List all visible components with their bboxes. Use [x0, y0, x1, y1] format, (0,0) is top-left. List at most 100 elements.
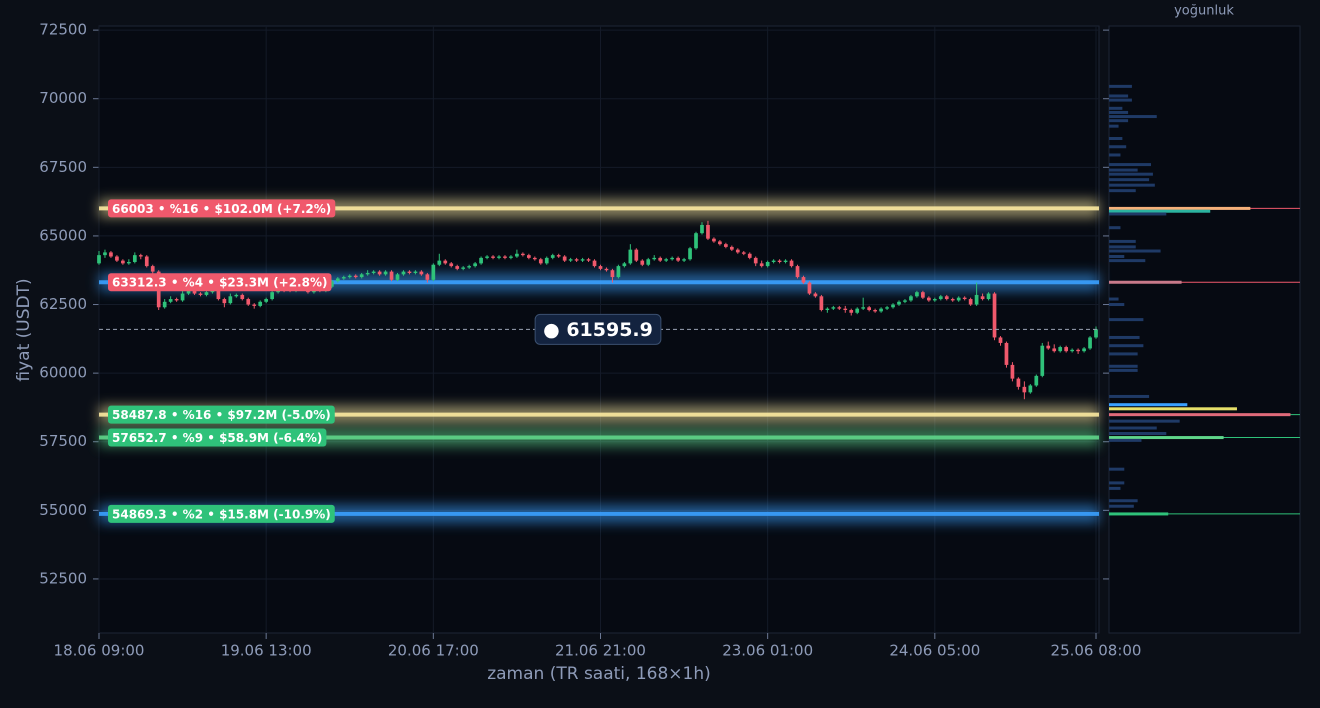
candle-body	[335, 278, 340, 282]
candle-body	[962, 297, 967, 300]
candle-body	[538, 259, 543, 264]
candle-body	[228, 296, 233, 304]
candle-body	[598, 266, 603, 269]
candle-body	[610, 270, 615, 278]
candle-body	[353, 275, 358, 278]
density-bar	[1109, 419, 1180, 423]
candle-body	[252, 304, 257, 306]
candle-body	[712, 238, 716, 242]
candle-body	[753, 257, 758, 264]
candle-body	[461, 267, 466, 269]
x-tick-label: 25.06 08:00	[1051, 642, 1142, 660]
candle-body	[174, 299, 179, 301]
candle-body	[1064, 347, 1069, 352]
candle-body	[616, 266, 621, 278]
y-tick-label: 52500	[39, 569, 87, 587]
candle-body	[503, 256, 507, 258]
current-price-label: ● 61595.9	[543, 319, 653, 341]
candle-body	[485, 256, 489, 258]
current-price-box	[534, 313, 662, 345]
density-bar	[1109, 512, 1169, 516]
candle-body	[956, 297, 961, 301]
candle-body	[891, 304, 895, 308]
candle-body	[992, 293, 997, 338]
candle-body	[1082, 348, 1086, 352]
level-label-bg	[108, 405, 335, 424]
candle-body	[634, 249, 639, 261]
density-bar	[1109, 183, 1155, 187]
density-bar	[1109, 394, 1150, 398]
candle-body	[759, 263, 764, 267]
density-bar	[1109, 178, 1150, 182]
candle-body	[694, 233, 698, 249]
candle-body	[1040, 345, 1045, 376]
candle-body	[915, 292, 919, 297]
candle-body	[885, 307, 889, 309]
candle-body	[628, 249, 633, 264]
candle-body	[1028, 385, 1033, 393]
candle-body	[771, 260, 776, 262]
candle-body	[455, 266, 460, 269]
candle-body	[855, 308, 860, 313]
candle-body	[127, 261, 131, 264]
density-bar	[1109, 163, 1152, 167]
candle-body	[395, 274, 400, 280]
candle-body	[574, 259, 579, 261]
candle-body	[1076, 349, 1080, 352]
candle-body	[109, 252, 113, 257]
x-tick-label: 18.06 09:00	[54, 642, 145, 660]
candle-body	[706, 224, 710, 239]
candle-body	[735, 249, 740, 253]
density-bar	[1109, 280, 1182, 284]
candle-body	[897, 301, 901, 305]
candle-body	[1010, 364, 1015, 379]
candle-body	[246, 299, 251, 305]
candle-body	[544, 257, 549, 264]
candle-body	[419, 271, 424, 275]
candle-body	[407, 271, 412, 273]
candle-body	[652, 257, 657, 260]
candle-body	[138, 255, 143, 257]
density-bar	[1109, 297, 1119, 301]
density-bar	[1109, 245, 1136, 249]
candle-body	[1094, 329, 1098, 338]
x-tick-label: 19.06 13:00	[221, 642, 312, 660]
density-bar	[1109, 303, 1125, 307]
candle-body	[747, 253, 752, 258]
candle-body	[479, 257, 483, 264]
density-bar	[1109, 364, 1138, 368]
candle-body	[264, 299, 269, 302]
candle-body	[861, 307, 866, 309]
y-tick-label: 67500	[39, 158, 87, 176]
density-bar	[1109, 486, 1121, 490]
y-axis-label: fiyat (USDT)	[14, 278, 34, 381]
density-bar	[1109, 413, 1291, 417]
candle-body	[491, 256, 495, 258]
density-bar	[1109, 438, 1142, 442]
level-label: 54869.3 • %2 • $15.8M (-10.9%)	[112, 507, 331, 521]
density-bar	[1109, 352, 1138, 356]
candle-body	[115, 256, 119, 261]
candle-body	[700, 224, 704, 234]
density-bar	[1109, 124, 1119, 128]
y-tick-label: 60000	[39, 364, 87, 382]
candle-body	[431, 264, 436, 280]
x-tick-label: 24.06 05:00	[889, 642, 980, 660]
candle-body	[132, 255, 137, 262]
y-tick-label: 70000	[39, 89, 87, 107]
candle-body	[437, 260, 442, 265]
candle-body	[210, 290, 215, 293]
x-tick-label: 23.06 01:00	[722, 642, 813, 660]
candle-body	[198, 293, 203, 295]
y-tick-label: 55000	[39, 501, 87, 519]
level-label-bg	[108, 199, 336, 218]
candle-body	[383, 271, 388, 275]
density-bar	[1109, 344, 1144, 348]
density-bar	[1109, 84, 1132, 88]
candle-body	[150, 266, 155, 272]
candle-body	[1016, 378, 1021, 387]
candle-body	[622, 263, 627, 267]
candle-body	[371, 271, 376, 273]
candle-body	[389, 271, 394, 280]
level-label-bg	[108, 428, 327, 447]
